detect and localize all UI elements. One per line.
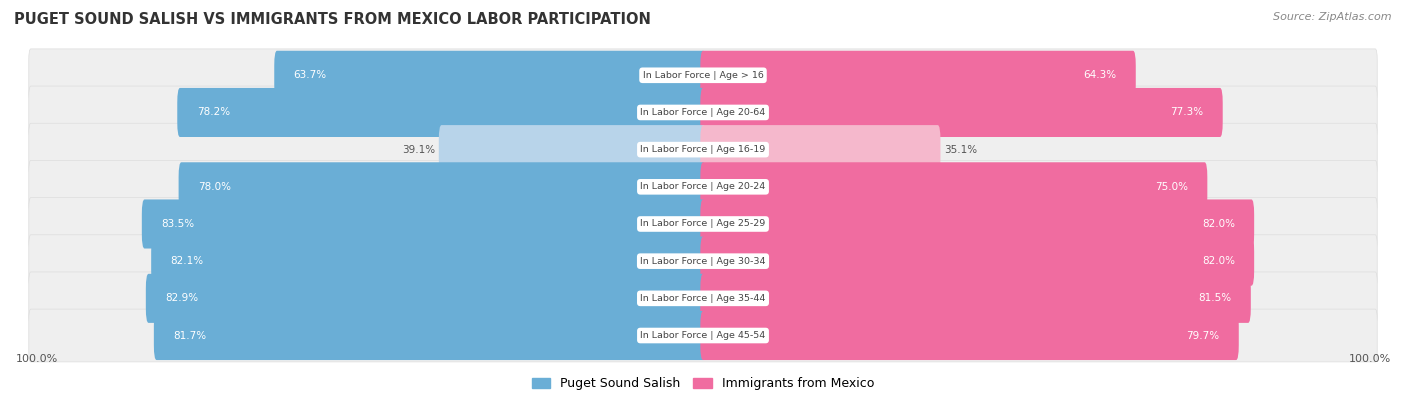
FancyBboxPatch shape (179, 162, 706, 211)
Text: 82.0%: 82.0% (1202, 219, 1234, 229)
FancyBboxPatch shape (700, 311, 1239, 360)
Text: PUGET SOUND SALISH VS IMMIGRANTS FROM MEXICO LABOR PARTICIPATION: PUGET SOUND SALISH VS IMMIGRANTS FROM ME… (14, 12, 651, 27)
FancyBboxPatch shape (146, 274, 706, 323)
Text: In Labor Force | Age > 16: In Labor Force | Age > 16 (643, 71, 763, 80)
FancyBboxPatch shape (700, 88, 1223, 137)
FancyBboxPatch shape (700, 51, 1136, 100)
Text: 82.1%: 82.1% (170, 256, 204, 266)
Text: In Labor Force | Age 16-19: In Labor Force | Age 16-19 (640, 145, 766, 154)
Text: 82.9%: 82.9% (166, 293, 198, 303)
FancyBboxPatch shape (153, 311, 706, 360)
FancyBboxPatch shape (28, 160, 1378, 213)
Text: 82.0%: 82.0% (1202, 256, 1234, 266)
FancyBboxPatch shape (28, 49, 1378, 102)
Text: 78.0%: 78.0% (198, 182, 231, 192)
FancyBboxPatch shape (700, 162, 1208, 211)
Text: 63.7%: 63.7% (294, 70, 326, 80)
Text: In Labor Force | Age 25-29: In Labor Force | Age 25-29 (640, 220, 766, 228)
FancyBboxPatch shape (700, 199, 1254, 248)
Text: 77.3%: 77.3% (1170, 107, 1204, 117)
FancyBboxPatch shape (700, 274, 1251, 323)
FancyBboxPatch shape (28, 235, 1378, 288)
Text: 100.0%: 100.0% (15, 354, 58, 363)
Text: 81.5%: 81.5% (1198, 293, 1232, 303)
Text: 100.0%: 100.0% (1348, 354, 1391, 363)
Text: Source: ZipAtlas.com: Source: ZipAtlas.com (1274, 12, 1392, 22)
FancyBboxPatch shape (28, 272, 1378, 325)
FancyBboxPatch shape (700, 237, 1254, 286)
FancyBboxPatch shape (28, 123, 1378, 176)
Text: 75.0%: 75.0% (1154, 182, 1188, 192)
FancyBboxPatch shape (152, 237, 706, 286)
FancyBboxPatch shape (142, 199, 706, 248)
FancyBboxPatch shape (28, 309, 1378, 362)
Text: 64.3%: 64.3% (1083, 70, 1116, 80)
Text: 78.2%: 78.2% (197, 107, 229, 117)
Text: 79.7%: 79.7% (1187, 331, 1219, 340)
Text: In Labor Force | Age 45-54: In Labor Force | Age 45-54 (640, 331, 766, 340)
Text: 35.1%: 35.1% (945, 145, 977, 154)
Text: 81.7%: 81.7% (173, 331, 207, 340)
Text: In Labor Force | Age 35-44: In Labor Force | Age 35-44 (640, 294, 766, 303)
FancyBboxPatch shape (177, 88, 706, 137)
FancyBboxPatch shape (28, 86, 1378, 139)
Text: In Labor Force | Age 20-64: In Labor Force | Age 20-64 (640, 108, 766, 117)
Text: 39.1%: 39.1% (402, 145, 434, 154)
FancyBboxPatch shape (28, 198, 1378, 250)
FancyBboxPatch shape (439, 125, 706, 174)
Text: In Labor Force | Age 20-24: In Labor Force | Age 20-24 (640, 182, 766, 191)
FancyBboxPatch shape (274, 51, 706, 100)
Legend: Puget Sound Salish, Immigrants from Mexico: Puget Sound Salish, Immigrants from Mexi… (527, 372, 879, 395)
Text: In Labor Force | Age 30-34: In Labor Force | Age 30-34 (640, 257, 766, 266)
FancyBboxPatch shape (700, 125, 941, 174)
Text: 83.5%: 83.5% (162, 219, 194, 229)
